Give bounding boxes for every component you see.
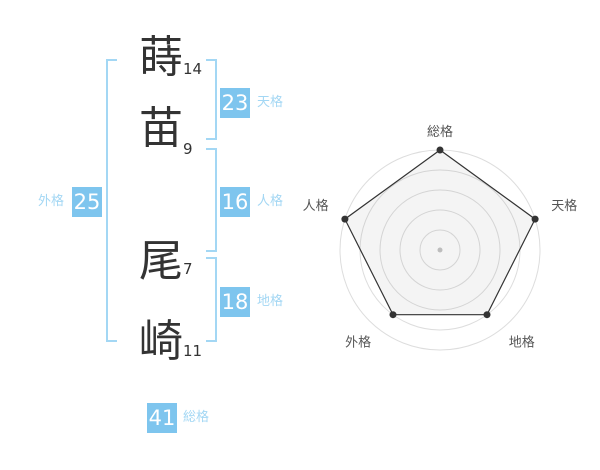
chikaku-bracket — [206, 257, 217, 342]
gaikaku-label: 外格 — [37, 194, 64, 209]
jinkaku-bracket — [206, 148, 217, 252]
radar-axis-label: 人格 — [303, 198, 329, 214]
gaikaku-value-badge: 25 — [72, 187, 102, 217]
jinkaku-value-badge: 16 — [220, 187, 250, 217]
stroke-count-2: 9 — [183, 140, 193, 158]
jinkaku-label: 人格 — [257, 194, 284, 209]
tenkaku-value-badge: 23 — [220, 88, 250, 118]
chikaku-value-badge: 18 — [220, 287, 250, 317]
radar-axis-label: 外格 — [345, 335, 371, 351]
radar-axis-label: 総格 — [427, 124, 453, 140]
radar-data-point — [341, 215, 349, 223]
gaikaku-bracket — [106, 59, 117, 342]
radar-grid-ring — [399, 209, 481, 291]
radar-center-dot — [437, 247, 443, 253]
stroke-count-4: 11 — [183, 342, 203, 360]
stroke-count-3: 7 — [183, 260, 193, 278]
radar-data-point — [531, 215, 539, 223]
radar-data-polygon — [344, 149, 536, 316]
radar-grid-ring — [419, 229, 461, 271]
radar-grid-ring — [379, 189, 501, 311]
name-character-1: 蒔 — [139, 32, 183, 83]
stroke-count-1: 14 — [183, 60, 203, 78]
tenkaku-label: 天格 — [257, 95, 284, 110]
soukaku-label: 総格 — [183, 410, 210, 425]
name-character-2: 苗 — [139, 103, 183, 154]
radar-axis-label: 天格 — [551, 198, 577, 214]
soukaku-value-badge: 41 — [147, 403, 177, 433]
radar-data-point — [436, 146, 444, 154]
name-character-4: 崎 — [139, 316, 183, 367]
name-character-3: 尾 — [139, 236, 183, 287]
chikaku-label: 地格 — [257, 294, 284, 309]
radar-data-point — [483, 311, 491, 319]
tenkaku-bracket — [206, 59, 217, 140]
radar-data-point — [389, 311, 397, 319]
radar-axis-label: 地格 — [509, 335, 535, 351]
